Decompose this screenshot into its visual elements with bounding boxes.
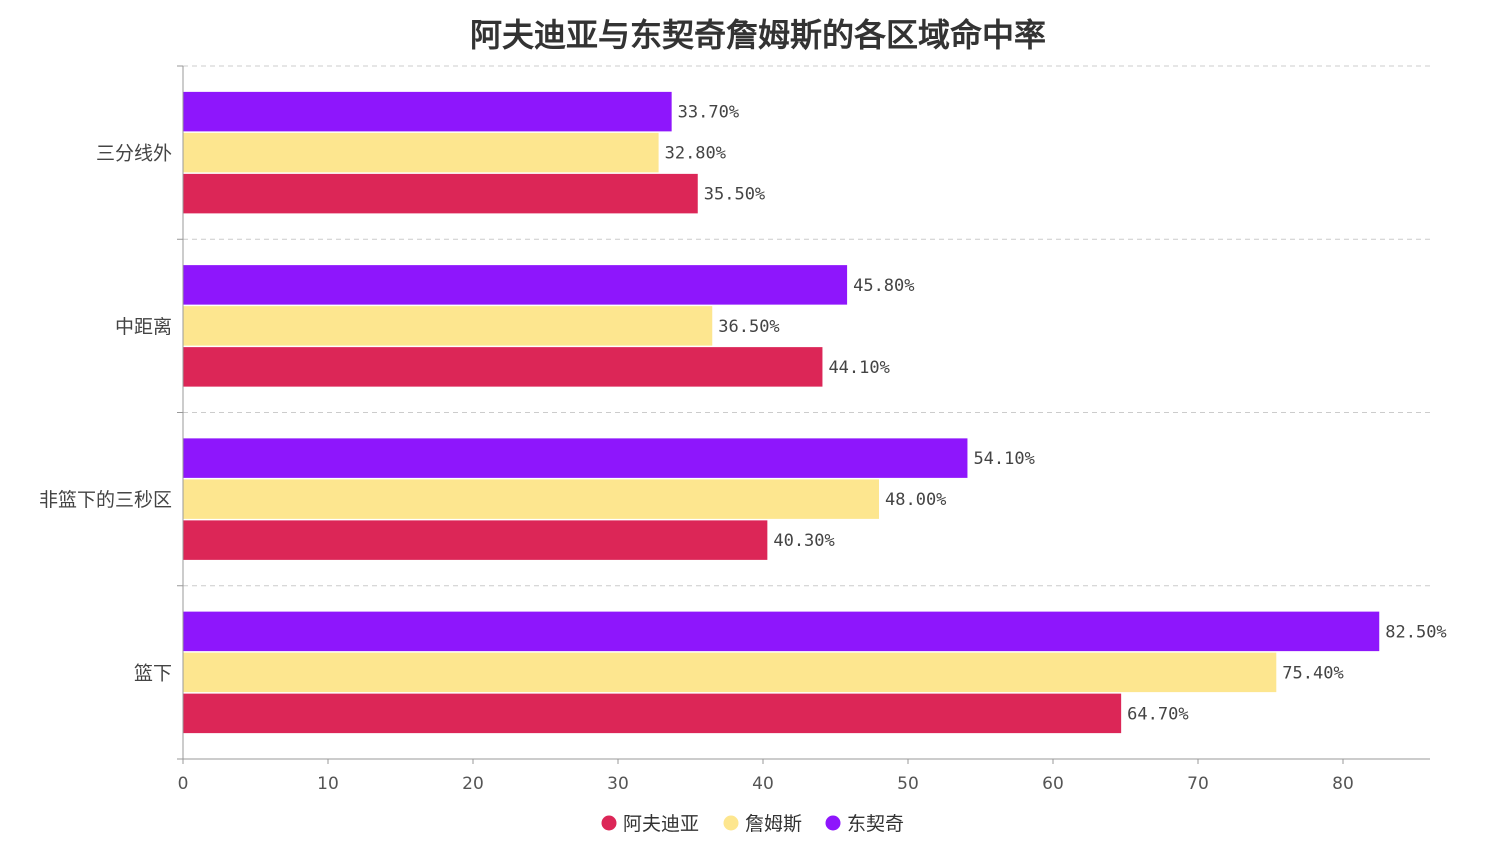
bar[interactable] [183,132,659,173]
category-label: 三分线外 [96,143,172,165]
data-label: 36.50% [718,317,779,337]
x-tick-label: 50 [897,774,919,794]
data-label: 35.50% [704,185,765,205]
category-label: 非篮下的三秒区 [39,489,172,511]
bar[interactable] [183,173,698,214]
legend-marker [601,815,617,831]
legend-item[interactable]: 东契奇 [825,813,905,835]
x-tick-label: 70 [1187,774,1209,794]
legend-item[interactable]: 阿夫迪亚 [601,813,700,835]
legend-marker [825,815,841,831]
legend-marker [723,815,739,831]
bar[interactable] [183,306,713,346]
x-tick-label: 40 [752,774,774,794]
bar[interactable] [183,520,768,560]
legend-label: 詹姆斯 [745,813,802,835]
data-label: 33.70% [678,103,739,123]
data-label: 64.70% [1127,704,1188,724]
data-label: 48.00% [885,490,946,510]
data-label: 40.30% [773,531,834,551]
data-label: 82.50% [1385,622,1446,642]
data-label: 44.10% [828,358,889,378]
bars [183,91,1380,734]
bar[interactable] [183,652,1277,693]
x-tick-label: 30 [607,774,629,794]
chart-title: 阿夫迪亚与东契奇詹姆斯的各区域命中率 [470,16,1046,54]
x-tick-label: 20 [462,774,484,794]
legend-label: 东契奇 [847,813,904,835]
bar[interactable] [183,347,823,387]
data-labels: 33.70% 32.80% 35.50% 45.80% 36.50% 44.10% 54.1… [665,103,1447,725]
grid-lines [183,65,1430,587]
legend-label: 阿夫迪亚 [623,813,699,835]
bar[interactable] [183,91,672,132]
bar[interactable] [183,438,968,478]
data-label: 54.10% [973,449,1034,469]
bar[interactable] [183,479,879,519]
category-label: 中距离 [115,316,172,338]
data-label: 45.80% [853,276,914,296]
data-label: 75.40% [1282,663,1343,683]
legend[interactable]: 阿夫迪亚 詹姆斯 东契奇 [601,813,905,835]
bar[interactable] [183,265,848,305]
x-tick-label: 10 [317,774,339,794]
bar[interactable] [183,611,1380,652]
legend-item[interactable]: 詹姆斯 [723,813,803,835]
data-label: 32.80% [665,144,726,164]
category-label: 篮下 [134,662,172,684]
x-tick-label: 0 [178,774,189,794]
x-tick-label: 80 [1332,774,1354,794]
bar[interactable] [183,693,1122,734]
x-tick-label: 60 [1042,774,1064,794]
